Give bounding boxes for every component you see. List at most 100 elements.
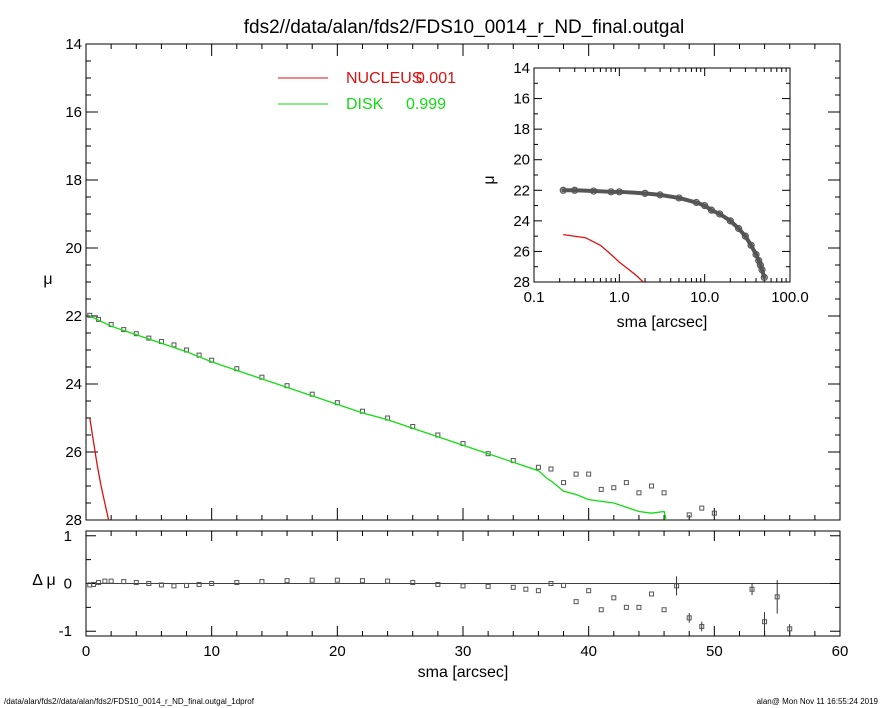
legend-disk-label: DISK	[346, 96, 384, 113]
residual-point	[102, 578, 108, 584]
main-panel: 14 16 18 20 22 24 26 28 μ	[43, 36, 841, 529]
residual-point	[510, 584, 516, 590]
residual-point	[636, 604, 642, 610]
residual-point	[611, 595, 617, 601]
residual-point	[523, 586, 529, 592]
legend-disk-value: 0.999	[406, 96, 446, 113]
inset-data-trace	[617, 189, 648, 196]
residual-point	[561, 582, 567, 588]
main-ticks: 14 16 18 20 22 24 26 28	[65, 36, 841, 529]
residual-point	[234, 580, 240, 586]
inset-data-trace	[717, 211, 733, 223]
residual-point	[762, 619, 768, 625]
residual-point	[774, 594, 780, 600]
residual-point	[91, 581, 97, 587]
chart-title: fds2//data/alan/fds2/FDS10_0014_r_ND_fin…	[244, 17, 684, 38]
inset-y-axis-label: μ	[481, 175, 498, 184]
residual-y-axis-label: Δ μ	[32, 572, 55, 589]
residual-point	[309, 577, 315, 583]
data-point	[535, 464, 541, 470]
main-y-tick-label: 18	[65, 172, 82, 189]
inset-marks	[559, 186, 768, 282]
inset-x-tick-label: 0.1	[524, 289, 545, 306]
main-y-tick-label: 16	[65, 104, 82, 121]
data-point	[699, 505, 705, 511]
residual-point	[196, 581, 202, 587]
data-point	[87, 312, 93, 318]
legend-nucleus-label: NUCLEUS	[346, 70, 422, 87]
inset-y-tick-label: 24	[513, 213, 530, 230]
inset-data-trace	[760, 267, 767, 280]
data-point	[661, 490, 667, 496]
residual-point	[359, 578, 365, 584]
residual-x-tick-label: 10	[203, 643, 220, 660]
residual-point	[171, 583, 177, 589]
main-y-tick-label: 24	[65, 376, 82, 393]
residual-x-tick-label: 40	[580, 643, 597, 660]
main-y-tick-label: 22	[65, 308, 82, 325]
residual-x-axis-label: sma [arcsec]	[418, 664, 509, 681]
inset-panel: 14 16 18 20 22 24 26 280.1 1.0 10.0 100.0 sma [arc…	[481, 60, 809, 331]
residual-point	[158, 582, 164, 588]
data-point	[598, 486, 604, 492]
residual-point	[96, 580, 102, 586]
residual-point	[385, 578, 391, 584]
residual-point	[548, 581, 554, 586]
residual-point	[598, 607, 604, 613]
main-y-tick-label: 26	[65, 444, 82, 461]
inset-plot-frame	[533, 67, 791, 283]
inset-y-tick-label: 16	[513, 91, 530, 108]
footer-file-path: /data/alan/fds2//data/alan/fds2/FDS10_00…	[4, 697, 255, 706]
residual-point	[284, 578, 290, 584]
residual-y-tick-label: 0	[64, 576, 72, 593]
inset-x-tick-label: 1.0	[609, 289, 630, 306]
inset-y-tick-label: 28	[513, 274, 530, 291]
inset-nucleus-line	[563, 233, 644, 282]
residual-point	[699, 623, 705, 629]
residual-point	[259, 579, 265, 585]
residual-point	[586, 588, 592, 594]
data-point	[561, 480, 567, 486]
residual-x-tick-label: 50	[706, 643, 723, 660]
data-point	[548, 466, 554, 472]
residual-x-tick-label: 0	[82, 643, 90, 660]
residual-y-tick-label: -1	[59, 623, 72, 640]
residual-point	[787, 626, 793, 632]
residual-point	[334, 577, 340, 583]
footer-user-timestamp: alan@ Mon Nov 11 16:55:24 2019	[757, 697, 879, 706]
data-point	[623, 480, 629, 486]
disk-line	[89, 315, 667, 520]
residual-y-tick-label: 1	[64, 528, 72, 545]
inset-y-tick-label: 26	[513, 243, 530, 260]
inset-x-axis-label: sma [arcsec]	[617, 314, 708, 331]
inset-y-tick-label: 18	[513, 121, 530, 138]
residual-point	[661, 607, 667, 613]
residual-point	[674, 583, 680, 589]
inset-x-tick-label: 100.0	[771, 289, 809, 306]
main-y-axis-label: μ	[43, 271, 52, 288]
residual-point	[410, 580, 416, 586]
residual-point	[184, 582, 190, 588]
inset-x-tick-label: 10.0	[690, 289, 719, 306]
data-point	[586, 471, 592, 477]
data-point	[611, 485, 617, 491]
residual-point	[435, 581, 441, 587]
data-point	[711, 510, 717, 516]
residual-marks	[86, 576, 840, 634]
data-point	[573, 471, 579, 477]
residual-x-tick-label: 30	[455, 643, 472, 660]
inset-y-tick-label: 20	[513, 152, 530, 169]
legend-nucleus-value: 0.001	[416, 70, 456, 87]
main-marks	[87, 312, 717, 520]
inset-y-tick-label: 22	[513, 182, 530, 199]
data-point	[649, 483, 654, 489]
residual-point	[209, 581, 215, 586]
inset-ticks: 14 16 18 20 22 24 26 280.1 1.0 10.0 100.0	[513, 60, 808, 306]
residual-point	[460, 583, 466, 589]
legend: NUCLEUS 0.001 DISK 0.999	[278, 70, 456, 113]
residual-point	[535, 588, 541, 594]
data-point	[686, 512, 692, 518]
